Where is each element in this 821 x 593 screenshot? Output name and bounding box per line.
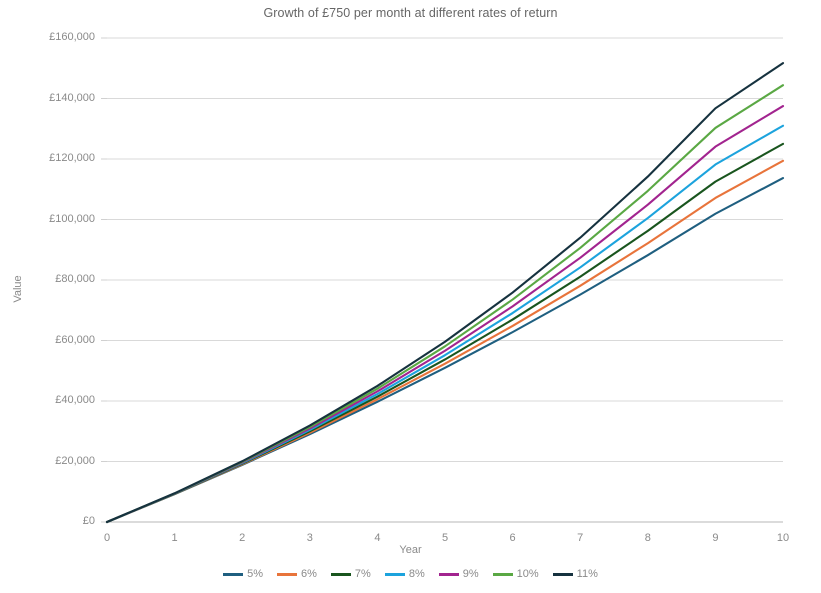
chart-title: Growth of £750 per month at different ra…	[263, 6, 558, 20]
legend-swatch-icon	[384, 573, 405, 576]
y-axis-tick-label: £160,000	[49, 31, 95, 43]
legend-item-6pct[interactable]: 6%	[277, 569, 317, 580]
y-axis-tick-label: £20,000	[55, 454, 95, 467]
x-axis-tick-label: 2	[239, 532, 246, 544]
x-axis-tick-label: 4	[374, 532, 381, 544]
legend-item-label: 7%	[354, 568, 371, 580]
series-lines	[105, 62, 785, 524]
x-axis-tick-label: 10	[776, 532, 790, 544]
legend-swatch-icon	[277, 573, 298, 576]
x-axis-tick-label: 1	[171, 532, 178, 544]
legend-item-label: 9%	[462, 568, 479, 580]
legend-item-label: 11%	[576, 568, 598, 580]
y-axis-tick-label: £80,000	[55, 273, 95, 285]
x-axis-tick-label: 5	[441, 532, 449, 544]
series-line-8pct	[105, 124, 785, 524]
legend-item-label: 6%	[301, 568, 317, 580]
series-line-11pct	[105, 62, 785, 524]
series-line-7pct	[105, 142, 785, 524]
y-axis-title: Value	[12, 275, 24, 303]
y-axis-tick-label: £40,000	[55, 394, 95, 406]
x-axis-tick-label: 7	[577, 532, 584, 544]
y-axis-tick-label: £120,000	[49, 152, 95, 164]
legend-item-label: 5%	[247, 568, 264, 580]
legend-swatch-icon	[330, 573, 351, 576]
series-line-10pct	[105, 84, 785, 524]
legend-item-11pct[interactable]: 11%	[552, 568, 598, 580]
x-axis-tick-label: 8	[644, 532, 651, 544]
legend-item-label: 10%	[516, 568, 539, 580]
y-axis-tick-label: £100,000	[49, 212, 95, 225]
y-axis-tick-label: £0	[82, 515, 95, 527]
legend-item-7pct[interactable]: 7%	[330, 568, 371, 580]
legend-item-10pct[interactable]: 10%	[492, 568, 539, 580]
x-axis-title: Year	[399, 544, 422, 556]
legend-item-8pct[interactable]: 8%	[384, 568, 425, 580]
x-axis-tick-label: 6	[509, 532, 516, 544]
legend-swatch-icon	[223, 573, 244, 576]
legend-item-5pct[interactable]: 5%	[223, 569, 263, 580]
x-axis-tick-label: 9	[712, 532, 719, 544]
legend-item-label: 8%	[408, 568, 425, 580]
chart-legend: 5% 6% 7% 8% 9% 10% 11%	[0, 569, 821, 580]
x-axis-tick-label: 0	[103, 532, 111, 544]
y-axis-tick-label: £60,000	[55, 333, 95, 346]
axis-lines	[101, 37, 107, 523]
gridlines	[107, 37, 783, 523]
legend-swatch-icon	[492, 573, 513, 576]
legend-item-9pct[interactable]: 9%	[438, 568, 479, 580]
legend-swatch-icon	[552, 573, 573, 576]
y-axis-tick-label: £140,000	[49, 91, 95, 104]
x-axis-tick-label: 3	[306, 532, 313, 544]
series-line-9pct	[105, 105, 785, 524]
legend-swatch-icon	[438, 573, 459, 576]
